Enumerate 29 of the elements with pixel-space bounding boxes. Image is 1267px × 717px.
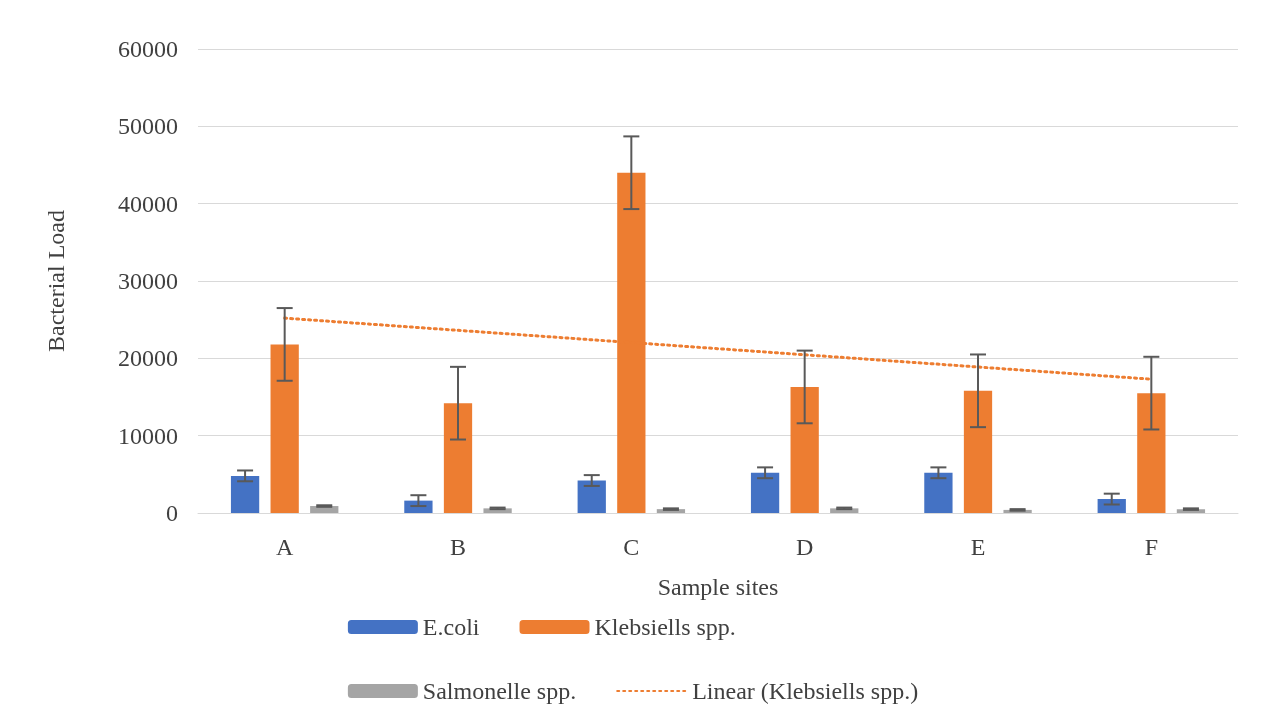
bar — [270, 344, 299, 513]
x-tick-label: D — [795, 534, 814, 560]
x-axis-title: Sample sites — [657, 574, 779, 600]
x-tick-label: B — [449, 534, 467, 560]
y-tick-label: 60000 — [118, 36, 178, 62]
y-tick-label: 30000 — [118, 268, 178, 294]
y-tick-label: 0 — [166, 500, 178, 526]
y-axis-title: Bacterial Load — [43, 210, 69, 352]
bar — [443, 403, 473, 513]
bar — [577, 480, 606, 513]
bar — [1137, 393, 1166, 513]
x-tick-label: F — [1144, 534, 1159, 560]
bar — [1097, 499, 1126, 513]
y-tick-label: 40000 — [118, 190, 178, 217]
legend-label: Klebsiells spp. — [594, 614, 736, 640]
bar — [790, 386, 819, 513]
x-tick-label: C — [623, 534, 640, 560]
bar — [750, 472, 780, 513]
x-tick-label: E — [970, 534, 986, 560]
bar — [230, 475, 260, 513]
y-tick-label: 20000 — [118, 345, 178, 372]
legend-label: E.coli — [422, 614, 480, 640]
bar — [963, 390, 993, 513]
bar — [924, 472, 953, 513]
y-tick-label: 50000 — [118, 113, 178, 140]
x-tick-label: A — [275, 534, 294, 560]
legend-label: Linear (Klebsiells spp.) — [692, 678, 919, 704]
y-tick-label: 10000 — [118, 422, 178, 449]
legend-label: Salmonelle spp. — [422, 678, 577, 704]
